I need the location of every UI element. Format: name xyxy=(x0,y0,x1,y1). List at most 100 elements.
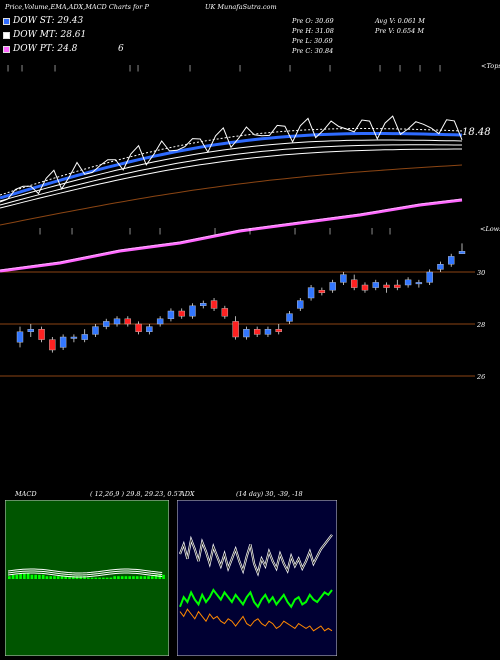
legend-mt: DOW MT: 28.61 xyxy=(3,30,86,40)
legend-mt-label: DOW MT: 28.61 xyxy=(13,30,87,40)
candle-body-19 xyxy=(221,308,229,317)
low-marker-6: | xyxy=(294,228,296,235)
macd-line xyxy=(7,572,163,578)
candle-body-36 xyxy=(404,279,412,286)
candle-body-35 xyxy=(394,284,401,288)
macd-hist-bar-28 xyxy=(113,576,116,579)
macd-hist-bar-21 xyxy=(87,577,90,579)
candle-body-12 xyxy=(146,326,153,333)
macd-hist-bar-37 xyxy=(147,576,150,579)
top-marker-12: | xyxy=(439,65,441,72)
macd-hist-bar-2 xyxy=(15,574,19,579)
macd-hist-bar-8 xyxy=(38,574,41,579)
legend-st-swatch xyxy=(3,17,10,25)
candle-body-28 xyxy=(318,289,326,293)
candle-body-3 xyxy=(49,339,56,351)
price-tick-28: 28 xyxy=(477,321,486,329)
price-close-line xyxy=(0,115,463,203)
low-marker-1: | xyxy=(71,228,73,235)
macd-hist-bar-32 xyxy=(128,576,132,579)
macd-hist-bar-35 xyxy=(139,576,143,579)
macd-hist-bar-10 xyxy=(45,576,49,579)
ema-mid-line-1 xyxy=(0,148,462,209)
candle-body-26 xyxy=(297,300,304,309)
macd-hist-bar-12 xyxy=(53,576,56,579)
macd-hist-bar-29 xyxy=(117,576,120,579)
top-marker-5: | xyxy=(189,65,191,72)
candle-body-7 xyxy=(92,326,99,335)
low-marker-3: | xyxy=(159,228,161,235)
macd-hist-bar-33 xyxy=(132,576,135,579)
ema-value-label: 18.48 xyxy=(462,127,491,138)
candle-body-5 xyxy=(70,336,78,339)
macd-hist-bar-17 xyxy=(71,576,75,579)
candle-body-30 xyxy=(340,274,347,283)
low-marker-8: | xyxy=(371,228,373,235)
top-marker-4: | xyxy=(137,65,139,72)
macd-hist-bar-39 xyxy=(154,574,158,579)
macd-hist-bar-3 xyxy=(19,573,22,579)
candle-body-29 xyxy=(329,282,336,291)
top-marker-11: | xyxy=(419,65,421,72)
macd-signal-line xyxy=(7,570,163,576)
macd-hist-bar-19 xyxy=(79,576,83,579)
macd-hist-bar-15 xyxy=(64,576,68,579)
candle-body-27 xyxy=(307,287,315,299)
ema-short-line xyxy=(0,132,463,200)
adx-background xyxy=(177,500,337,656)
adx-label: ADX xyxy=(180,490,195,498)
macd-hist-bar-27 xyxy=(109,577,113,579)
macd-hist-bar-26 xyxy=(105,577,109,579)
top-marker-2: | xyxy=(54,65,56,72)
candle-body-33 xyxy=(372,282,379,288)
price-chart: | | | | | | | | | | | | | | | | | | | | | | | xyxy=(0,65,475,377)
tops-label: <Tops xyxy=(481,62,500,70)
stat-open: Pre O: 30.69 xyxy=(292,17,334,25)
candle-body-38 xyxy=(426,271,433,283)
candle-body-6 xyxy=(81,334,88,340)
candle-body-17 xyxy=(200,302,207,306)
candle-body-10 xyxy=(124,318,132,325)
macd-hist-bar-16 xyxy=(68,576,71,579)
macd-hist-bar-9 xyxy=(41,574,45,579)
candle-body-39 xyxy=(437,263,444,270)
site-title: UK MunafaSutra.com xyxy=(205,3,277,11)
macd-hist-bar-36 xyxy=(143,576,147,579)
candle-body-9 xyxy=(113,318,121,325)
candle-body-15 xyxy=(178,310,185,317)
adx-params: (14 day) 30, -39, -18 xyxy=(236,490,303,498)
candle-body-8 xyxy=(103,321,110,327)
low-marker-2: | xyxy=(129,228,131,235)
macd-hist-bar-7 xyxy=(34,574,37,579)
candle-body-11 xyxy=(135,323,142,333)
ema-long-line-highlight xyxy=(0,198,463,271)
candle-body-21 xyxy=(243,329,250,338)
legend-pt: DOW PT: 24.8 xyxy=(3,44,77,54)
low-marker-7: | xyxy=(329,228,331,235)
candle-body-31 xyxy=(350,279,358,288)
candle-body-13 xyxy=(156,318,164,325)
macd-hist-bar-1 xyxy=(11,574,15,579)
macd-hist-bar-22 xyxy=(90,577,94,579)
macd-panel xyxy=(5,500,169,656)
top-marker-7: | xyxy=(289,65,291,72)
macd-hist-bar-5 xyxy=(26,573,30,579)
macd-hist-bar-41 xyxy=(162,574,165,579)
adx-minus-di-line xyxy=(179,608,333,632)
candle-body-37 xyxy=(415,282,423,285)
macd-hist-bar-23 xyxy=(94,577,98,579)
macd-hist-bar-6 xyxy=(30,574,34,579)
macd-hist-bar-30 xyxy=(120,576,124,579)
candle-body-1 xyxy=(27,329,34,333)
ema-long-line xyxy=(0,198,463,273)
macd-hist-bar-11 xyxy=(49,576,53,579)
ema-dashed-line xyxy=(0,128,463,196)
top-marker-6: | xyxy=(239,65,241,72)
candle-body-14 xyxy=(167,310,175,320)
macd-hist-bar-31 xyxy=(124,576,128,579)
candle-body-20 xyxy=(232,321,239,338)
price-tick-26: 26 xyxy=(477,373,486,381)
adx-panel xyxy=(177,500,337,656)
candle-body-4 xyxy=(59,336,67,348)
legend-st: DOW ST: 29.43 xyxy=(3,16,83,26)
